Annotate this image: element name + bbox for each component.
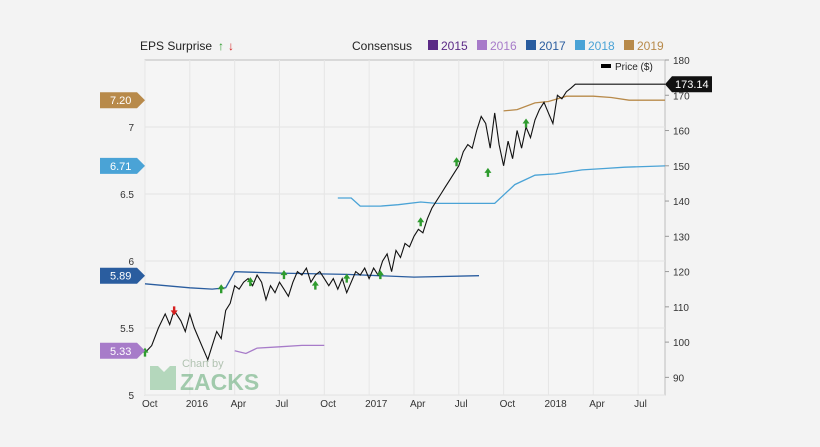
eps-marker-up-8	[417, 217, 425, 227]
right-tick-100: 100	[673, 338, 690, 349]
eps-surprise-label: EPS Surprise	[140, 39, 212, 53]
consensus-label: Consensus	[352, 39, 412, 53]
x-tick-7: Jul	[455, 399, 468, 410]
x-tick-1: 2016	[186, 399, 209, 410]
consensus-lines	[144, 95, 666, 355]
badge-label-6.71: 6.71	[110, 161, 131, 173]
eps-marker-up-3	[246, 277, 254, 287]
legend-swatch-2015	[428, 40, 438, 50]
legend-label-2015: 2015	[441, 39, 468, 53]
legend-swatch-2018	[575, 40, 585, 50]
x-tick-4: Oct	[320, 399, 336, 410]
watermark-line2: ZACKS	[180, 369, 259, 395]
consensus-legend: 2015 2016 2017 2018 2019	[428, 39, 664, 53]
x-tick-2: Apr	[231, 399, 247, 410]
right-tick-150: 150	[673, 162, 690, 173]
consensus-line-2016	[234, 344, 325, 355]
consensus-line-2018	[337, 165, 666, 207]
left-tick-5.5: 5.5	[120, 324, 134, 335]
left-tick-6: 6	[128, 257, 134, 268]
legend-label-2018: 2018	[588, 39, 615, 53]
price-line	[144, 83, 665, 362]
eps-markers	[141, 118, 530, 357]
eps-marker-up-0	[141, 347, 149, 357]
legend-label-2019: 2019	[637, 39, 664, 53]
eps-surprise-up-icon: ↑	[218, 39, 224, 53]
legend-label-2016: 2016	[490, 39, 517, 53]
consensus-line-2019	[503, 95, 665, 112]
eps-marker-up-10	[484, 167, 492, 177]
legend-label-2017: 2017	[539, 39, 566, 53]
eps-marker-down-1	[170, 306, 178, 316]
x-tick-11: Jul	[634, 399, 647, 410]
legend-swatch-2017	[526, 40, 536, 50]
badge-bg-7.20	[100, 92, 145, 109]
eps-marker-up-6	[343, 273, 351, 283]
zacks-watermark: Chart by ZACKS	[150, 358, 259, 395]
left-badges: 7.20 6.71 5.89 5.33	[100, 92, 145, 359]
plot-area	[144, 59, 666, 396]
right-tick-130: 130	[673, 232, 690, 243]
legend-swatch-2016	[477, 40, 487, 50]
eps-marker-up-9	[453, 157, 461, 167]
watermark-line1: Chart by	[182, 358, 224, 370]
x-tick-6: Apr	[410, 399, 426, 410]
left-tick-6.5: 6.5	[120, 190, 134, 201]
x-tick-9: 2018	[544, 399, 567, 410]
x-tick-8: Oct	[500, 399, 516, 410]
price-legend-swatch	[601, 64, 611, 68]
eps-marker-up-5	[311, 280, 319, 290]
eps-marker-up-2	[217, 284, 225, 294]
eps-marker-up-4	[280, 270, 288, 280]
badge-label-5.33: 5.33	[110, 346, 131, 358]
badge-bg-5.89	[100, 267, 145, 284]
badge-label-5.89: 5.89	[110, 271, 131, 283]
right-tick-120: 120	[673, 268, 690, 279]
price-legend-label: Price ($)	[615, 62, 653, 73]
left-tick-7: 7	[128, 123, 134, 134]
price-badge-bg	[665, 76, 712, 93]
consensus-line-2017	[144, 271, 480, 290]
right-tick-110: 110	[673, 303, 689, 314]
right-tick-160: 160	[673, 127, 690, 138]
gridlines	[144, 60, 665, 396]
x-tick-3: Jul	[275, 399, 288, 410]
x-tick-0: Oct	[142, 399, 158, 410]
badge-label-7.20: 7.20	[110, 95, 131, 107]
eps-surprise-down-icon: ↓	[228, 39, 234, 53]
eps-marker-up-7	[376, 270, 384, 280]
eps-marker-up-11	[522, 118, 530, 128]
badge-bg-5.33	[100, 342, 145, 359]
right-tick-180: 180	[673, 56, 690, 67]
left-axis-ticks: 5 5.5 6 6.5 7	[120, 123, 134, 402]
price-badge: 173.14	[665, 76, 712, 93]
zacks-logo-icon	[150, 366, 176, 390]
right-axis-ticks: 90 100 110 120 130 140 150 160 170 180	[665, 56, 690, 384]
x-axis-ticks: Oct 2016 Apr Jul Oct 2017 Apr Jul Oct 2018 Apr Jul	[142, 399, 647, 410]
left-tick-5: 5	[128, 391, 134, 402]
right-tick-140: 140	[673, 197, 690, 208]
price-badge-label: 173.14	[675, 79, 709, 91]
x-tick-10: Apr	[589, 399, 605, 410]
x-tick-5: 2017	[365, 399, 388, 410]
right-tick-170: 170	[673, 91, 690, 102]
legend-swatch-2019	[624, 40, 634, 50]
badge-bg-6.71	[100, 157, 145, 174]
right-tick-90: 90	[673, 373, 685, 384]
